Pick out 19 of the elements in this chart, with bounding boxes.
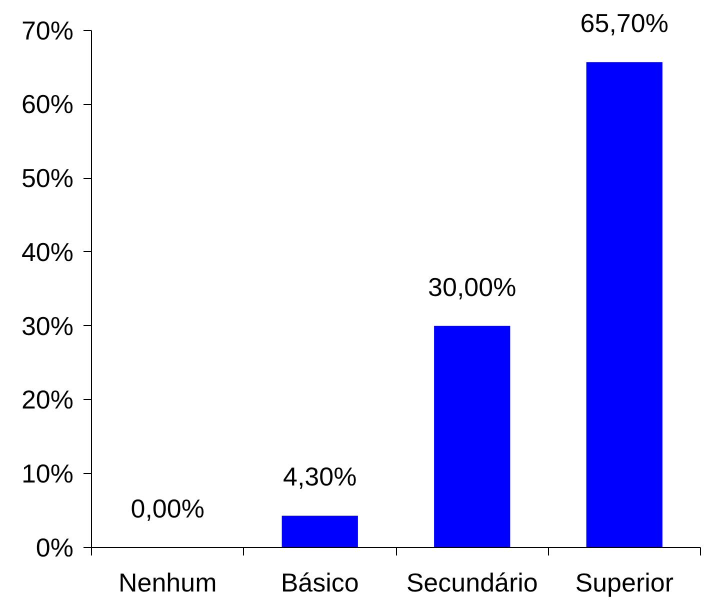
y-tick-label: 60% — [21, 89, 74, 120]
y-tick-label: 20% — [21, 384, 74, 415]
data-label: 65,70% — [580, 8, 668, 38]
y-tick-label: 50% — [21, 163, 74, 194]
data-label: 30,00% — [428, 272, 516, 302]
bar — [282, 516, 358, 548]
y-tick-label: 10% — [21, 458, 74, 489]
data-label: 4,30% — [283, 462, 357, 492]
bar — [586, 62, 662, 548]
x-tick-label: Básico — [280, 568, 359, 598]
bar — [434, 326, 510, 548]
x-tick-label: Superior — [575, 568, 674, 598]
y-tick-label: 40% — [21, 236, 74, 267]
data-label: 0,00% — [130, 494, 204, 524]
y-tick-label: 0% — [36, 532, 74, 562]
x-tick-label: Secundário — [406, 568, 538, 598]
y-tick-label: 30% — [21, 310, 74, 341]
x-tick-label: Nenhum — [118, 568, 217, 598]
y-tick-label: 70% — [21, 15, 74, 46]
